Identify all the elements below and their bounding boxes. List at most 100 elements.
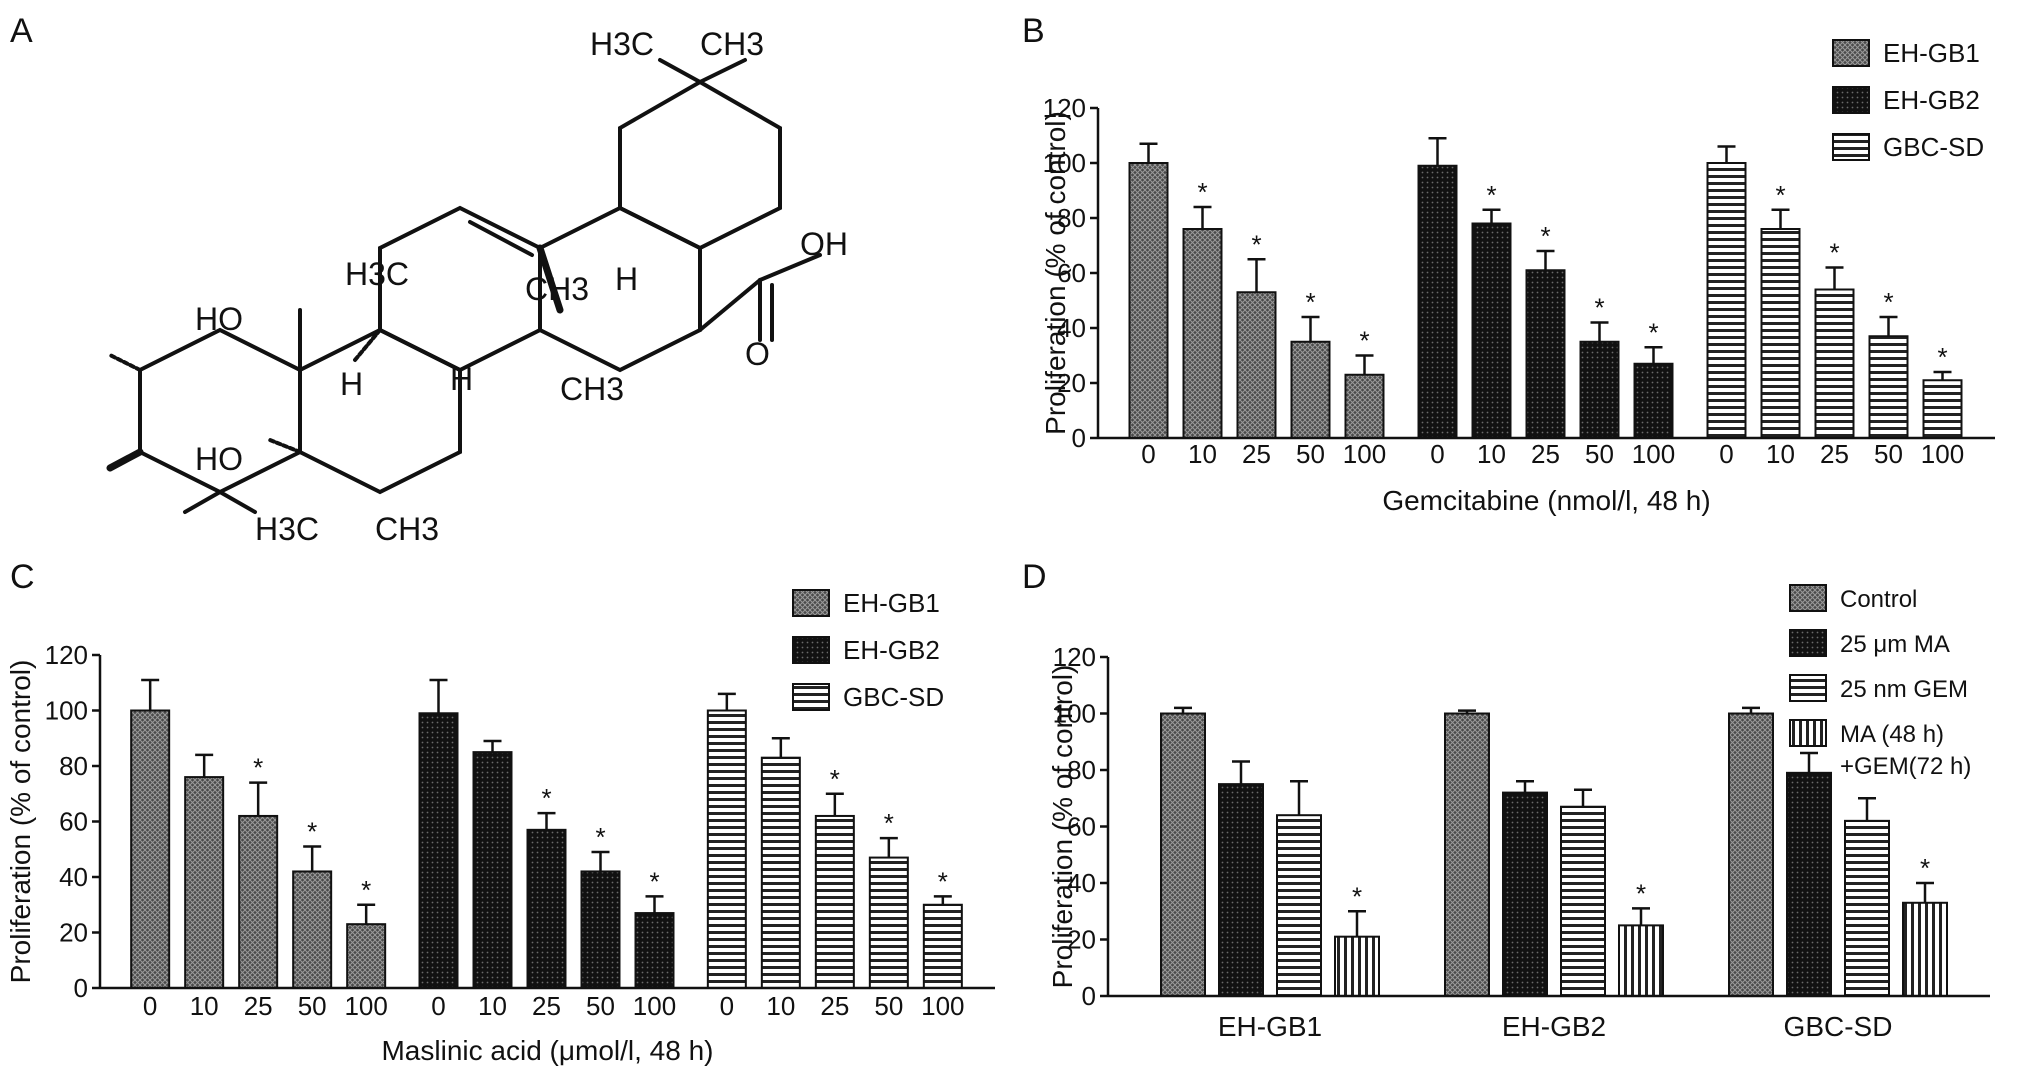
- y-tick-label: 80: [1067, 755, 1096, 785]
- legend-label: EH-GB1: [843, 588, 940, 618]
- mol-label-ch3-mid: CH3: [525, 271, 589, 307]
- significance-marker: *: [884, 808, 894, 838]
- x-tick-label: 25: [244, 991, 273, 1021]
- panel-label-b: B: [1022, 12, 1045, 50]
- y-tick-label: 40: [59, 862, 88, 892]
- x-tick-label: 25: [1820, 439, 1849, 469]
- y-tick-label: 60: [1067, 812, 1096, 842]
- legend-label: +GEM(72 h): [1840, 753, 1971, 780]
- panel-label-d: D: [1022, 558, 1047, 596]
- y-tick-label: 100: [1053, 699, 1096, 729]
- x-tick-label: 100: [633, 991, 676, 1021]
- significance-marker: *: [1305, 287, 1315, 317]
- bar: [526, 828, 567, 990]
- mol-label-h-b: H: [450, 361, 473, 397]
- mol-label-o: O: [745, 336, 770, 372]
- mol-label-h3c-bottom: H3C: [255, 511, 319, 547]
- bar: [1728, 712, 1774, 997]
- maslinic-acid-structure: [106, 58, 822, 514]
- significance-marker: *: [830, 764, 840, 794]
- x-tick-label: 25: [1242, 439, 1271, 469]
- bar: [1525, 269, 1566, 439]
- bar: [1417, 164, 1458, 439]
- legend-label: EH-GB2: [1883, 85, 1980, 115]
- legend-label: EH-GB1: [1883, 38, 1980, 68]
- x-axis-title: Gemcitabine (nmol/l, 48 h): [1382, 485, 1710, 516]
- legend-label: 25 nm GEM: [1840, 676, 1968, 703]
- x-tick-label: 25: [1531, 439, 1560, 469]
- legend-label: GBC-SD: [843, 682, 944, 712]
- significance-marker: *: [1829, 238, 1839, 268]
- y-tick-label: 80: [59, 751, 88, 781]
- x-tick-label: 50: [1874, 439, 1903, 469]
- bar: [1334, 935, 1380, 997]
- x-tick-label: 100: [1343, 439, 1386, 469]
- mol-label-oh: OH: [800, 226, 848, 262]
- x-tick-label: 25: [820, 991, 849, 1021]
- bar: [1236, 291, 1277, 439]
- bar: [1218, 783, 1264, 997]
- x-tick-label: 100: [1921, 439, 1964, 469]
- x-tick-label: 50: [1585, 439, 1614, 469]
- bar: [1902, 901, 1948, 998]
- x-tick-label: 0: [1719, 439, 1733, 469]
- y-tick-label: 0: [74, 973, 88, 1003]
- mol-label-h-a: H: [340, 366, 363, 402]
- bar: [868, 856, 909, 990]
- legend-swatch: [1789, 584, 1827, 612]
- y-tick-label: 40: [1067, 868, 1096, 898]
- bar: [1868, 335, 1909, 439]
- significance-marker: *: [1352, 881, 1362, 911]
- mol-label-ch3-bottom: CH3: [375, 511, 439, 547]
- x-tick-label: 10: [766, 991, 795, 1021]
- legend-swatch: [792, 683, 830, 711]
- bar: [1760, 228, 1801, 439]
- legend-swatch: [1789, 719, 1827, 747]
- x-tick-label: 100: [1632, 439, 1675, 469]
- significance-marker: *: [938, 866, 948, 896]
- bar: [238, 814, 279, 990]
- x-category-label: EH-GB1: [1218, 1011, 1322, 1042]
- bar: [1182, 228, 1223, 439]
- x-tick-label: 50: [298, 991, 327, 1021]
- bar: [1618, 924, 1664, 997]
- significance-marker: *: [1775, 180, 1785, 210]
- bar: [580, 870, 621, 990]
- bar: [1502, 791, 1548, 997]
- bar: [634, 912, 675, 990]
- significance-marker: *: [307, 816, 317, 846]
- significance-marker: *: [1636, 878, 1646, 908]
- panel-label-c: C: [10, 558, 35, 596]
- bar: [814, 814, 855, 990]
- bar: [1706, 162, 1747, 439]
- significance-marker: *: [1937, 342, 1947, 372]
- molecule-atom-labels: H3C CH3 OH O H H3C CH3 HO H H CH3 HO H3C…: [195, 26, 848, 547]
- mol-label-ch3-top: CH3: [700, 26, 764, 62]
- significance-marker: *: [1594, 293, 1604, 323]
- x-axis-title: Maslinic acid (μmol/l, 48 h): [381, 1035, 713, 1066]
- significance-marker: *: [253, 753, 263, 783]
- bar: [1160, 712, 1206, 997]
- bar: [1471, 222, 1512, 439]
- mol-label-h-d: H: [615, 261, 638, 297]
- x-category-label: GBC-SD: [1784, 1011, 1893, 1042]
- mol-label-h3c-mid: H3C: [345, 256, 409, 292]
- bar: [418, 712, 459, 990]
- x-tick-label: 50: [874, 991, 903, 1021]
- significance-marker: *: [361, 875, 371, 905]
- legend-swatch: [1789, 629, 1827, 657]
- x-tick-label: 10: [478, 991, 507, 1021]
- x-tick-label: 50: [1296, 439, 1325, 469]
- significance-marker: *: [1648, 317, 1658, 347]
- significance-marker: *: [1197, 177, 1207, 207]
- bar: [130, 709, 171, 989]
- y-tick-label: 60: [59, 807, 88, 837]
- x-tick-label: 0: [720, 991, 734, 1021]
- y-axis-title: Proliferation (% of control): [5, 660, 36, 984]
- y-tick-label: 20: [1057, 368, 1086, 398]
- x-tick-label: 100: [344, 991, 387, 1021]
- bar: [706, 709, 747, 989]
- y-tick-label: 60: [1057, 258, 1086, 288]
